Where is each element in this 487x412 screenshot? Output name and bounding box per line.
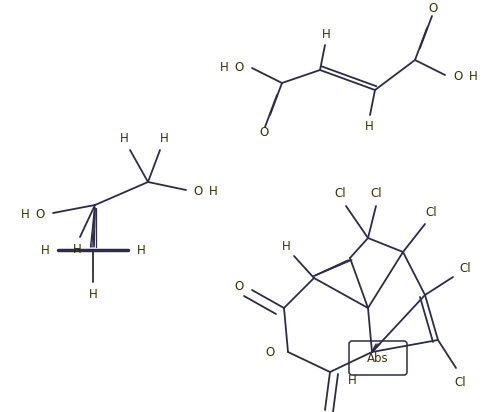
FancyBboxPatch shape (349, 341, 407, 375)
Text: O: O (234, 61, 244, 73)
Text: H: H (89, 288, 97, 300)
Text: H: H (321, 28, 330, 40)
Text: H: H (73, 243, 81, 255)
Text: H: H (348, 374, 356, 386)
Text: H: H (160, 131, 169, 145)
Text: Cl: Cl (425, 206, 437, 218)
Text: O: O (429, 2, 438, 14)
Text: O: O (234, 279, 244, 293)
Text: Cl: Cl (454, 375, 466, 389)
Text: Abs: Abs (367, 351, 389, 365)
Text: Cl: Cl (459, 262, 471, 276)
Text: O: O (193, 185, 203, 197)
Text: Cl: Cl (334, 187, 346, 199)
Text: O: O (265, 346, 275, 358)
Text: O: O (453, 70, 463, 82)
Text: H: H (120, 131, 129, 145)
Text: O: O (260, 126, 269, 140)
Text: H: H (468, 70, 477, 82)
Text: Cl: Cl (370, 187, 382, 199)
Text: H: H (220, 61, 228, 73)
Text: H: H (20, 208, 29, 220)
Text: H: H (281, 239, 290, 253)
Text: H: H (365, 119, 374, 133)
Text: H: H (137, 243, 146, 257)
Text: H: H (40, 243, 49, 257)
Text: H: H (208, 185, 217, 197)
Text: O: O (36, 208, 45, 220)
